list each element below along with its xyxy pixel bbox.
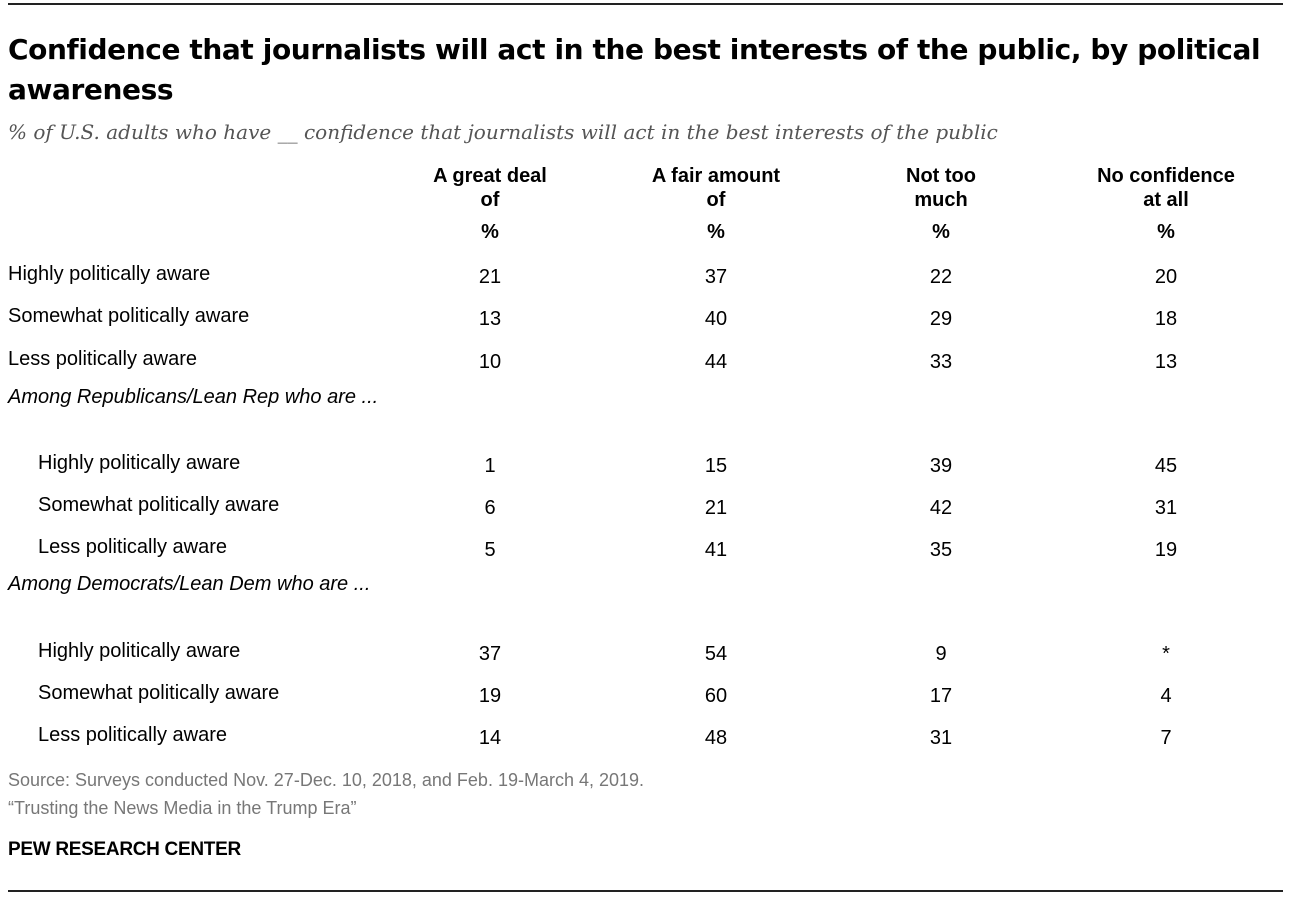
column-header-line2: much: [914, 189, 968, 211]
table-cell: 48: [704, 727, 728, 749]
table-cell: 15: [704, 455, 728, 477]
row-label: Less politically aware: [38, 724, 227, 746]
table-cell: 21: [478, 266, 502, 288]
row-label: Less politically aware: [38, 536, 227, 558]
group-label: Among Republicans/Lean Rep who are ...: [8, 386, 379, 408]
table-cell: 35: [929, 539, 953, 561]
table-cell: 13: [1154, 351, 1178, 373]
table-cell: 13: [478, 308, 502, 330]
table-cell: 9: [935, 643, 947, 665]
table-cell: 41: [704, 539, 728, 561]
table-cell: 6: [484, 497, 496, 519]
table-cell: 44: [704, 351, 728, 373]
table-cell: 19: [478, 685, 502, 707]
column-unit-label: %: [1157, 221, 1175, 243]
row-label: Highly politically aware: [38, 452, 241, 474]
table-cell: *: [1162, 643, 1170, 665]
column-unit-label: %: [932, 221, 950, 243]
column-unit-label: %: [707, 221, 725, 243]
table-cell: 18: [1154, 308, 1178, 330]
column-header-line2: at all: [1143, 189, 1189, 211]
row-label: Highly politically aware: [38, 640, 241, 662]
table-cell: 29: [929, 308, 953, 330]
column-header-line1: A fair amount: [651, 165, 781, 187]
table-cell: 39: [929, 455, 953, 477]
table-cell: 1: [484, 455, 496, 477]
chart-title: Confidence that journalists will act in …: [8, 33, 1261, 106]
table-cell: 22: [929, 266, 953, 288]
table-cell: 37: [478, 643, 502, 665]
table-cell: 37: [704, 266, 728, 288]
table-cell: 45: [1154, 455, 1178, 477]
column-header-line1: Not too: [906, 165, 976, 187]
report-title: “Trusting the News Media in the Trump Er…: [8, 798, 357, 818]
row-label: Somewhat politically aware: [38, 494, 280, 516]
table-cell: 33: [929, 351, 953, 373]
table-cell: 19: [1154, 539, 1178, 561]
source-note: Source: Surveys conducted Nov. 27-Dec. 1…: [8, 770, 645, 790]
column-header-line1: A great deal: [433, 165, 547, 187]
table-cell: 31: [1154, 497, 1178, 519]
row-label: Somewhat politically aware: [8, 305, 250, 327]
group-label: Among Democrats/Lean Dem who are ...: [8, 573, 371, 595]
top-rule: [8, 3, 1283, 5]
column-header-line2: of: [706, 189, 726, 211]
row-label: Somewhat politically aware: [38, 682, 280, 704]
table-cell: 31: [929, 727, 953, 749]
column-header-line1: No confidence: [1097, 165, 1235, 187]
table-cell: 7: [1160, 727, 1172, 749]
table-cell: 10: [478, 351, 502, 373]
brand-logo-text: PEW RESEARCH CENTER: [8, 839, 241, 860]
table-cell: 42: [929, 497, 953, 519]
row-label: Highly politically aware: [8, 263, 211, 285]
table-cell: 21: [704, 497, 728, 519]
table-cell: 17: [929, 685, 953, 707]
row-label: Less politically aware: [8, 348, 197, 370]
table-cell: 20: [1154, 266, 1178, 288]
table-cell: 60: [704, 685, 728, 707]
table-cell: 14: [478, 727, 502, 749]
column-unit-label: %: [481, 221, 499, 243]
bottom-rule: [8, 890, 1283, 892]
table-cell: 4: [1160, 685, 1172, 707]
table-cell: 40: [704, 308, 728, 330]
table-cell: 54: [704, 643, 728, 665]
table-cell: 5: [484, 539, 496, 561]
chart-subtitle: % of U.S. adults who have __ confidence …: [8, 120, 998, 144]
column-header-line2: of: [480, 189, 500, 211]
